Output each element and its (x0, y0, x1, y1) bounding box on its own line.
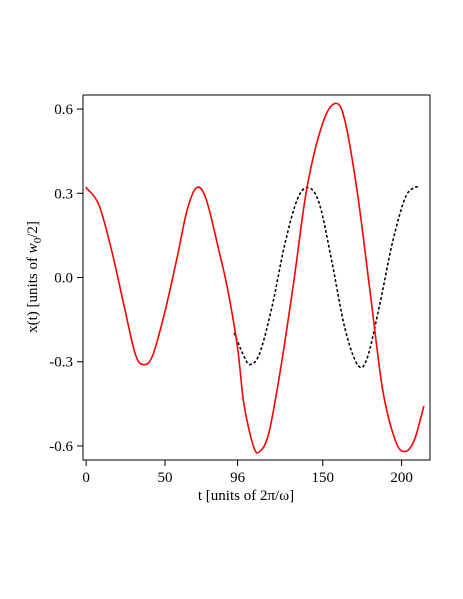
series-layer (85, 102, 425, 454)
y-axis-label: x(t) [units of w0/2] (25, 221, 44, 333)
x-tick-label: 200 (390, 470, 413, 486)
y-tick-label: -0.3 (49, 355, 73, 371)
y-tick-label: 0.3 (54, 186, 73, 202)
x-tick-label: 50 (158, 470, 173, 486)
solid-series-line (85, 102, 425, 454)
y-tick-label: -0.6 (49, 439, 73, 455)
y-tick-label: 0.0 (54, 271, 73, 287)
plot-frame (82, 94, 431, 461)
dotted-series-line (233, 186, 422, 369)
x-tick-label: 0 (82, 470, 90, 486)
y-tick-label: 0.6 (54, 102, 73, 118)
tick-layer: 0 50 96 150 200 0.6 0.3 0.0 -0.3 -0.6 (49, 102, 413, 486)
x-tick-label: 96 (230, 470, 246, 486)
x-axis-label: t [units of 2π/ω] (198, 488, 294, 504)
x-tick-label: 150 (311, 470, 334, 486)
